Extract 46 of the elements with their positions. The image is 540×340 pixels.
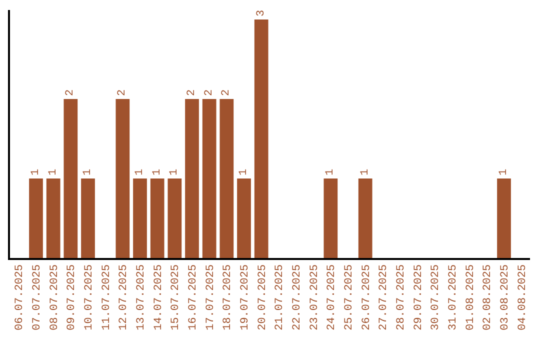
x-tick-label: 13.07.2025 — [136, 264, 148, 330]
data-label: 1 — [30, 168, 42, 176]
x-tick-label: 21.07.2025 — [274, 264, 286, 330]
x-tick-label: 18.07.2025 — [222, 264, 234, 330]
x-tick-label: 24.07.2025 — [326, 264, 338, 330]
data-label: 2 — [220, 89, 233, 96]
x-tick-label: 04.08.2025 — [516, 264, 529, 330]
x-tick-label: 27.07.2025 — [378, 264, 390, 330]
data-label: 3 — [255, 10, 268, 17]
data-label: 1 — [168, 168, 181, 176]
data-label: 2 — [116, 89, 129, 96]
x-tick-label: 23.07.2025 — [308, 264, 321, 330]
x-tick-label: 25.07.2025 — [344, 264, 356, 330]
data-label: 2 — [203, 89, 216, 96]
x-tick-label: 10.07.2025 — [84, 264, 96, 330]
x-tick-label: 01.08.2025 — [464, 264, 477, 330]
x-tick-label: 29.07.2025 — [412, 264, 425, 330]
data-label: 1 — [498, 168, 510, 176]
x-tick-label: 28.07.2025 — [396, 264, 408, 330]
data-label: 1 — [151, 168, 164, 176]
x-tick-label: 31.07.2025 — [448, 264, 460, 330]
x-tick-label: 15.07.2025 — [170, 264, 182, 330]
x-tick-label: 11.07.2025 — [100, 264, 113, 330]
data-label: 1 — [324, 168, 337, 176]
x-tick-label: 17.07.2025 — [204, 264, 217, 330]
data-label: 2 — [64, 89, 77, 96]
x-tick-label: 14.07.2025 — [152, 264, 165, 330]
data-label: 1 — [134, 168, 146, 176]
x-tick-label: 19.07.2025 — [240, 264, 252, 330]
x-tick-label: 16.07.2025 — [188, 264, 200, 330]
x-tick-label: 20.07.2025 — [256, 264, 269, 330]
data-label: 1 — [238, 168, 250, 176]
x-tick-label: 08.07.2025 — [48, 264, 61, 330]
x-tick-label: 02.08.2025 — [482, 264, 494, 330]
x-tick-label: 09.07.2025 — [66, 264, 78, 330]
data-label: 1 — [47, 168, 60, 176]
x-tick-label: 06.07.2025 — [14, 264, 26, 330]
x-tick-label: 22.07.2025 — [292, 264, 304, 330]
data-label: 1 — [359, 168, 372, 176]
x-tick-label: 12.07.2025 — [118, 264, 130, 330]
x-tick-label: 03.08.2025 — [500, 264, 512, 330]
data-label: 1 — [82, 168, 94, 176]
x-tick-label: 30.07.2025 — [430, 264, 442, 330]
data-label: 2 — [186, 89, 198, 96]
x-tick-label: 26.07.2025 — [360, 264, 373, 330]
x-tick-label: 07.07.2025 — [32, 264, 44, 330]
